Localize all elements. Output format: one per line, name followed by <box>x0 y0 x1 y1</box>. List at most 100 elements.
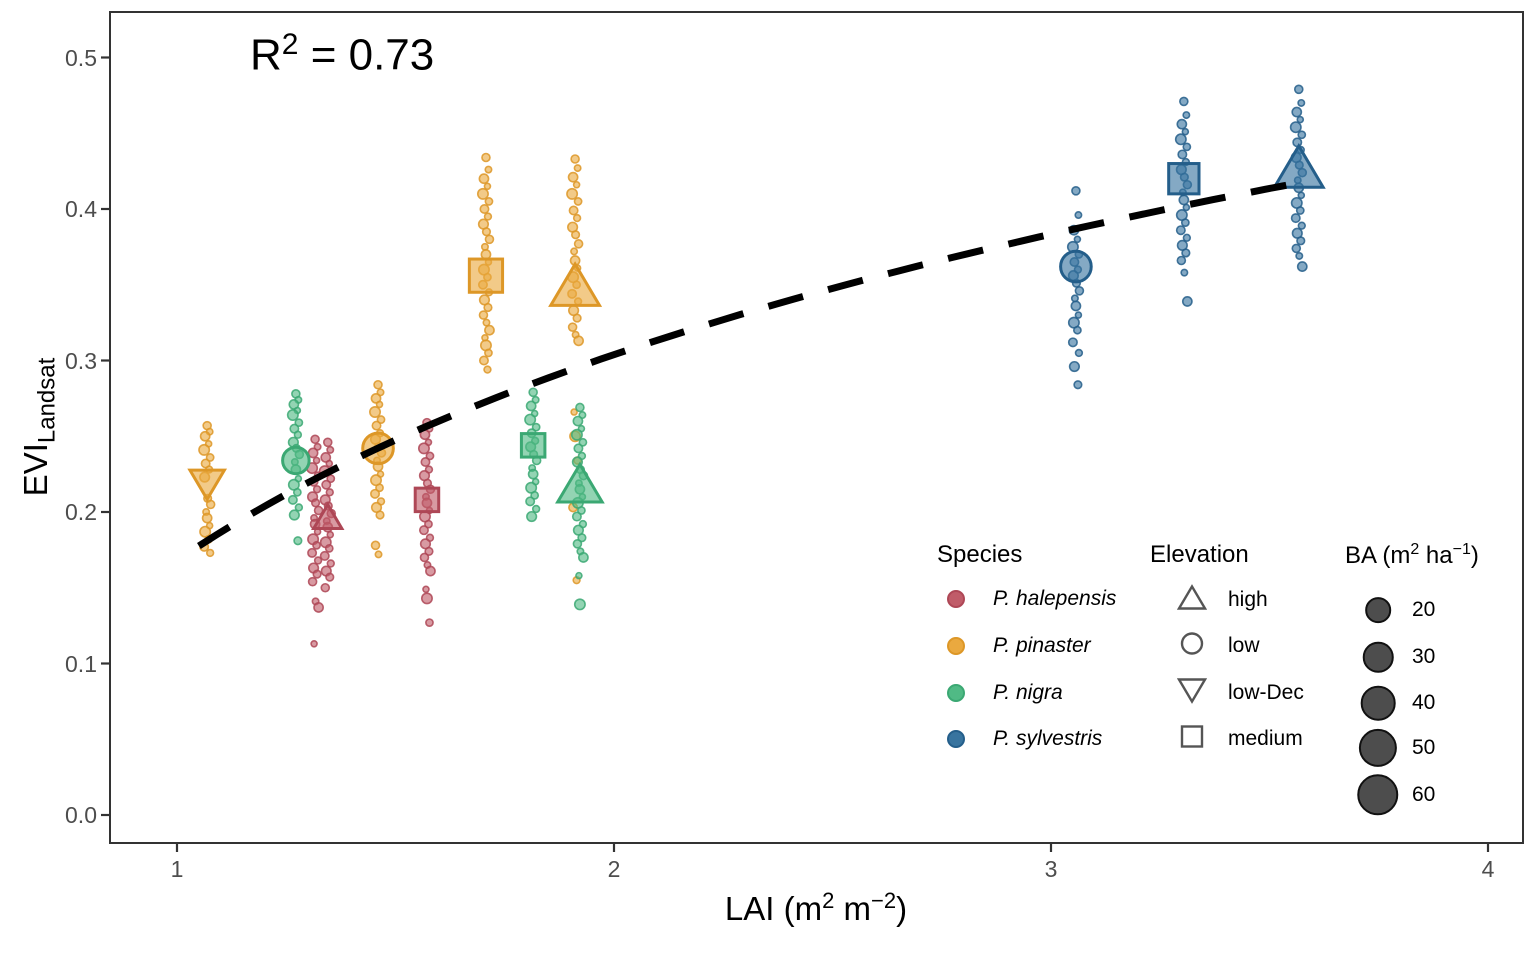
observation-dot <box>310 640 318 648</box>
observation-dot <box>1297 221 1306 230</box>
observation-dot <box>573 335 585 347</box>
pinaster-swatch-icon <box>947 637 965 655</box>
observation-dot <box>1295 251 1304 260</box>
observation-dot <box>476 187 489 200</box>
observation-dot <box>526 510 538 523</box>
legend-item-nigra: P. nigra <box>937 678 1137 708</box>
observation-dot <box>573 598 586 611</box>
legend-label: medium <box>1228 727 1303 750</box>
observation-dot <box>479 204 490 215</box>
y-tick-label: 0.0 <box>65 802 97 828</box>
observation-dot <box>478 355 489 366</box>
mean-marker-triangle-up <box>311 501 345 530</box>
observation-dot <box>570 154 580 164</box>
observation-dot <box>294 503 304 512</box>
observation-dot <box>573 239 584 249</box>
observation-dot <box>566 187 579 200</box>
observation-dot <box>1297 130 1307 140</box>
observation-dot <box>293 430 303 439</box>
observation-dot <box>1180 268 1189 277</box>
observation-dot <box>572 313 582 323</box>
observation-dot <box>205 453 215 462</box>
legend-label: P. sylvestris <box>993 727 1103 750</box>
legend-item-medium: medium <box>1150 724 1320 754</box>
legend-species: Species P. halepensis P. pinaster P. nig… <box>937 541 1137 761</box>
observation-dot <box>1296 115 1305 124</box>
observation-dot <box>575 402 585 413</box>
legend-item-ba-50: 50 <box>1345 728 1525 768</box>
observation-dot <box>1074 311 1083 319</box>
observation-dot <box>371 420 382 431</box>
legend-label: 60 <box>1412 783 1436 806</box>
square-icon <box>1180 725 1204 754</box>
triangle-down-icon <box>1176 677 1208 710</box>
legend-label: P. nigra <box>993 681 1063 704</box>
observation-dot <box>375 400 384 409</box>
triangle-up-icon <box>1176 584 1208 617</box>
panel-border <box>109 11 1524 844</box>
observation-dot <box>1074 348 1084 358</box>
observation-dot <box>424 546 434 556</box>
observation-dot <box>572 180 581 189</box>
observation-dot <box>481 227 492 237</box>
y-tick-label: 0.1 <box>65 650 97 677</box>
observation-dot <box>1295 206 1305 215</box>
observation-dot <box>375 510 385 520</box>
observation-dot <box>483 302 493 313</box>
observation-dot <box>324 543 334 553</box>
observation-dot <box>1181 248 1191 258</box>
observation-dot <box>370 540 381 551</box>
observation-dot <box>570 428 583 441</box>
observation-dot <box>1181 127 1190 136</box>
observation-dot <box>313 602 324 613</box>
observation-dot <box>1182 233 1192 242</box>
y-tick-label: 0.3 <box>65 347 97 374</box>
r-squared-annotation: R2 = 0.73 <box>250 28 435 80</box>
observation-dot <box>199 430 211 442</box>
observation-dot <box>1182 203 1191 212</box>
legend-item-high: high <box>1150 584 1320 617</box>
observation-dot <box>307 547 318 558</box>
observation-dot <box>524 413 537 426</box>
legend-item-ba-40: 40 <box>1345 685 1525 721</box>
ba-40-circle-icon <box>1360 685 1396 721</box>
observation-dot <box>321 479 332 490</box>
observation-dot <box>287 494 298 505</box>
observation-dot <box>572 539 583 549</box>
sylvestris-swatch-icon <box>947 730 965 748</box>
observation-dot <box>1071 186 1081 196</box>
observation-dot <box>1174 133 1187 146</box>
legend-label: low <box>1228 634 1260 657</box>
observation-dot <box>567 322 578 332</box>
observation-dot <box>370 488 381 499</box>
observation-dot <box>478 173 490 185</box>
x-tick-label: 3 <box>1044 856 1058 882</box>
observation-dot <box>573 197 583 206</box>
observation-dot <box>483 365 492 374</box>
legend-item-sylvestris: P. sylvestris <box>937 724 1137 754</box>
observation-dot <box>1074 211 1083 220</box>
legend-label: P. pinaster <box>993 634 1091 657</box>
legend-item-ba-20: 20 <box>1345 595 1525 625</box>
observation-dot <box>293 536 303 546</box>
mean-marker-triangle-up <box>555 461 605 504</box>
ba-30-circle-icon <box>1362 641 1394 673</box>
observation-dot <box>531 422 541 432</box>
observation-dot <box>205 499 216 510</box>
observation-dot <box>1181 296 1193 307</box>
observation-dot <box>292 487 302 497</box>
trend-line <box>197 179 1301 549</box>
observation-dot <box>1296 261 1308 272</box>
observation-dot <box>294 418 304 428</box>
observation-dot <box>530 490 540 500</box>
observation-dot <box>1073 235 1082 244</box>
observation-dot <box>1182 111 1191 120</box>
observation-dot <box>1176 118 1188 130</box>
observation-dot <box>1182 142 1192 152</box>
observation-dot <box>326 474 336 484</box>
observation-dot <box>484 348 493 358</box>
observation-dot <box>575 571 583 580</box>
observation-dot <box>310 498 321 508</box>
mean-marker-square <box>467 257 505 294</box>
